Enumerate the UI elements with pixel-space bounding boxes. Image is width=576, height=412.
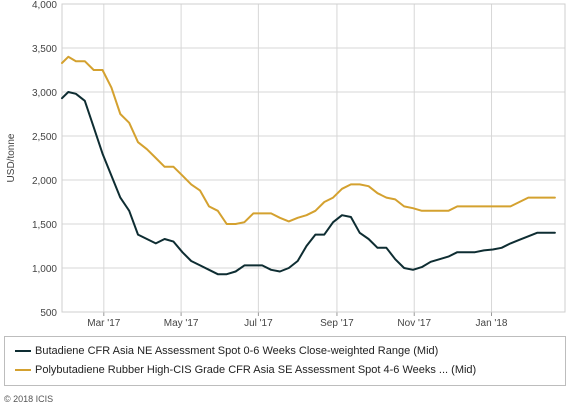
series-line-1 bbox=[61, 55, 556, 225]
plot-frame bbox=[61, 3, 566, 313]
x-tick-label: Sep '17 bbox=[320, 318, 354, 329]
legend-swatch-polybutadiene bbox=[15, 369, 31, 371]
y-tick-label: 500 bbox=[40, 308, 57, 319]
series-line-0 bbox=[61, 91, 556, 276]
legend-swatch-butadiene bbox=[15, 350, 31, 352]
y-tick-label: 3,000 bbox=[32, 88, 57, 99]
legend-label-polybutadiene: Polybutadiene Rubber High-CIS Grade CFR … bbox=[35, 364, 477, 376]
legend-item-polybutadiene[interactable]: Polybutadiene Rubber High-CIS Grade CFR … bbox=[15, 364, 476, 376]
y-axis-title: USD/tonne bbox=[6, 133, 17, 182]
y-tick-label: 3,500 bbox=[32, 44, 57, 55]
axes bbox=[61, 3, 566, 316]
y-tick-label: 4,000 bbox=[32, 0, 57, 11]
x-tick-labels: Mar '17 May '17 Jul '17 Sep '17 Nov '17 Jan '… bbox=[87, 318, 508, 329]
legend-label-butadiene: Butadiene CFR Asia NE Assessment Spot 0-… bbox=[35, 345, 439, 357]
gridlines bbox=[62, 3, 565, 313]
x-tick-label: Mar '17 bbox=[87, 318, 120, 329]
y-tick-label: 1,500 bbox=[32, 220, 57, 231]
x-tick-label: Jul '17 bbox=[244, 318, 273, 329]
copyright-notice: © 2018 ICIS bbox=[4, 394, 54, 404]
y-tick-label: 2,000 bbox=[32, 176, 57, 187]
legend-item-butadiene[interactable]: Butadiene CFR Asia NE Assessment Spot 0-… bbox=[15, 345, 438, 357]
x-tick-label: Nov '17 bbox=[397, 318, 431, 329]
y-tick-labels: 500 1,000 1,500 2,000 2,500 3,000 3,500 4,000 bbox=[32, 0, 57, 319]
legend: Butadiene CFR Asia NE Assessment Spot 0-… bbox=[4, 336, 566, 386]
y-tick-label: 1,000 bbox=[32, 264, 57, 275]
series-lines bbox=[61, 55, 556, 276]
x-tick-label: May '17 bbox=[164, 318, 199, 329]
y-tick-label: 2,500 bbox=[32, 132, 57, 143]
x-tick-label: Jan '18 bbox=[476, 318, 508, 329]
